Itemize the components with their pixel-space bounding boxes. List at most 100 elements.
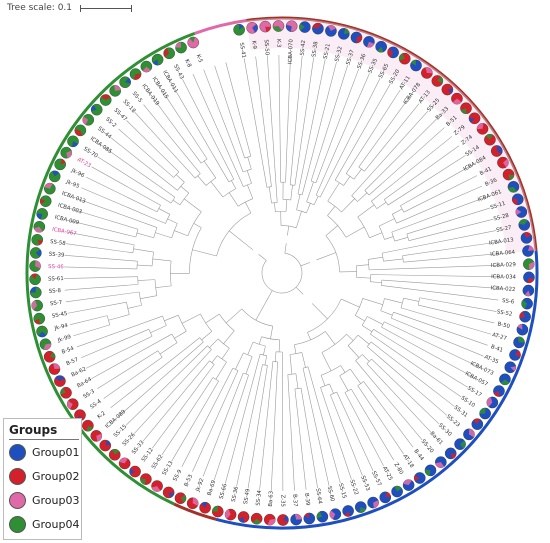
pie-wedge: [435, 462, 445, 468]
internal-branch: [384, 298, 403, 304]
internal-branch: [258, 336, 262, 345]
leaf-membership-pie: [471, 418, 484, 430]
leaf-label: SS-60: [326, 486, 335, 503]
clade-arc: [307, 298, 342, 333]
pie-wedge: [282, 515, 289, 522]
leaf-membership-pie: [48, 363, 61, 375]
pie-wedge: [180, 494, 187, 503]
leaf-membership-pie: [163, 47, 175, 60]
leaf-label: ICBA-034: [491, 274, 517, 280]
leaf-membership-pie: [518, 219, 531, 231]
pie-wedge: [500, 379, 510, 385]
leaf-label: AT-25: [381, 466, 393, 482]
internal-branch: [274, 202, 276, 212]
internal-branch: [223, 330, 235, 344]
legend-item-group03: Group03: [9, 488, 81, 512]
leaf-membership-pie: [66, 398, 79, 410]
leaf-branch: [391, 317, 484, 357]
pie-wedge: [387, 48, 394, 58]
leaf-branch: [118, 128, 174, 178]
pie-wedge: [359, 507, 366, 513]
pie-wedge: [286, 24, 292, 32]
internal-branch: [174, 230, 188, 237]
pie-wedge: [328, 25, 336, 31]
leaf-branch: [214, 65, 245, 159]
leaf-label: SS-4: [89, 398, 103, 410]
pie-wedge: [517, 336, 525, 343]
leaf-label: SS-49: [243, 488, 251, 505]
pie-wedge: [424, 469, 431, 476]
leaf-membership-pie: [299, 21, 311, 33]
pie-wedge: [437, 76, 443, 84]
internal-branch: [150, 325, 167, 333]
leaf-branch: [366, 363, 432, 433]
leaf-branch: [192, 370, 239, 472]
clade-arc: [351, 195, 358, 202]
internal-branch: [228, 230, 254, 251]
internal-branch: [380, 310, 393, 316]
leaf-branch: [81, 187, 166, 224]
leaf-membership-pie: [379, 491, 392, 504]
leaf-label: K-8: [183, 58, 192, 69]
pie-wedge: [163, 48, 170, 58]
leaf-branch: [382, 230, 496, 254]
clade-arc: [361, 316, 368, 326]
leaf-branch: [285, 55, 291, 183]
group04-swatch: [9, 515, 26, 533]
leaf-label: SS-35: [367, 58, 379, 75]
leaf-membership-pie: [30, 247, 42, 259]
leaf-membership-pie: [402, 479, 415, 491]
internal-branch: [172, 199, 181, 206]
leaf-label: SS-2: [104, 116, 117, 129]
leaf-membership-pie: [460, 102, 472, 115]
pie-wedge: [35, 260, 41, 269]
internal-branch: [133, 248, 154, 253]
leaf-label: SS-31: [453, 405, 469, 419]
leaf-branch: [243, 58, 268, 188]
internal-branch: [268, 186, 272, 204]
leaf-label: SS-17: [466, 385, 482, 398]
leaf-membership-pie: [36, 325, 48, 338]
pie-wedge: [168, 492, 175, 498]
leaf-membership-pie: [441, 83, 454, 96]
pie-wedge: [367, 41, 375, 48]
leaf-branch: [393, 311, 488, 346]
leaf-branch: [103, 146, 176, 198]
leaf-branch: [134, 349, 212, 434]
leaf-membership-pie: [511, 193, 524, 206]
leaf-branch: [408, 218, 494, 241]
internal-branch: [247, 184, 254, 199]
pie-wedge: [515, 208, 522, 216]
leaf-label: SS-47: [113, 107, 128, 122]
leaf-label: K-5: [195, 54, 204, 64]
internal-branch: [345, 226, 365, 238]
clade-arc: [390, 312, 394, 319]
leaf-membership-pie: [48, 170, 61, 183]
leaf-branch: [259, 361, 274, 490]
leaf-branch: [315, 68, 360, 183]
leaf-membership-pie: [118, 457, 131, 470]
leaf-membership-pie: [367, 496, 379, 509]
leaf-membership-pie: [522, 245, 534, 257]
leaf-membership-pie: [504, 361, 517, 374]
internal-branch: [270, 326, 274, 339]
pie-wedge: [524, 290, 531, 297]
leaf-label: B-39: [303, 493, 310, 507]
leaf-membership-pie: [354, 501, 367, 513]
leaf-membership-pie: [363, 36, 375, 48]
leaf-membership-pie: [162, 486, 175, 499]
leaf-label: AT-35: [483, 354, 499, 365]
leaf-branch: [371, 358, 440, 425]
leaf-label: SS-21: [323, 43, 332, 60]
leaf-label: SS-5: [131, 91, 143, 104]
group02-swatch: [9, 467, 26, 485]
leaf-label: SS-33: [131, 440, 146, 456]
internal-branch: [341, 298, 360, 308]
clade-arc: [366, 358, 372, 364]
leaf-label: AT-27: [491, 332, 507, 342]
leaf-membership-pie: [350, 31, 363, 44]
internal-branch: [316, 252, 336, 261]
internal-branch: [228, 192, 239, 207]
leaf-membership-pie: [74, 124, 87, 137]
internal-branch: [180, 185, 190, 194]
